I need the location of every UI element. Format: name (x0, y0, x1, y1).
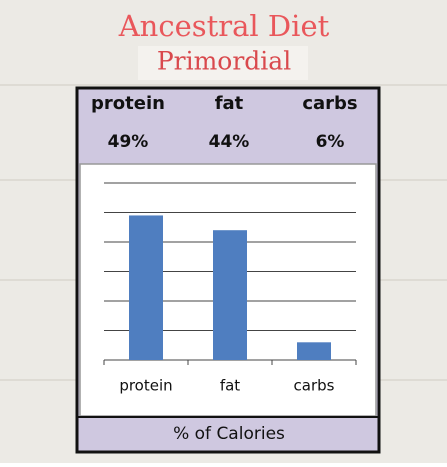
header-label: fat (215, 93, 244, 114)
header-value: 6% (316, 132, 345, 152)
bar (297, 342, 331, 360)
x-tick-label: carbs (294, 377, 335, 395)
x-axis-label: % of Calories (173, 424, 285, 444)
x-tick-label: protein (119, 377, 172, 395)
x-tick-label: fat (220, 377, 240, 395)
header-value: 44% (209, 132, 250, 152)
header-label: carbs (302, 93, 357, 114)
header-value: 49% (108, 132, 149, 152)
subtitle-background (138, 46, 308, 80)
bar (213, 230, 247, 360)
chart-title: Ancestral Diet (118, 9, 330, 43)
header-label: protein (91, 93, 165, 114)
chart-subtitle: Primordial (157, 47, 291, 76)
bar (129, 215, 163, 360)
